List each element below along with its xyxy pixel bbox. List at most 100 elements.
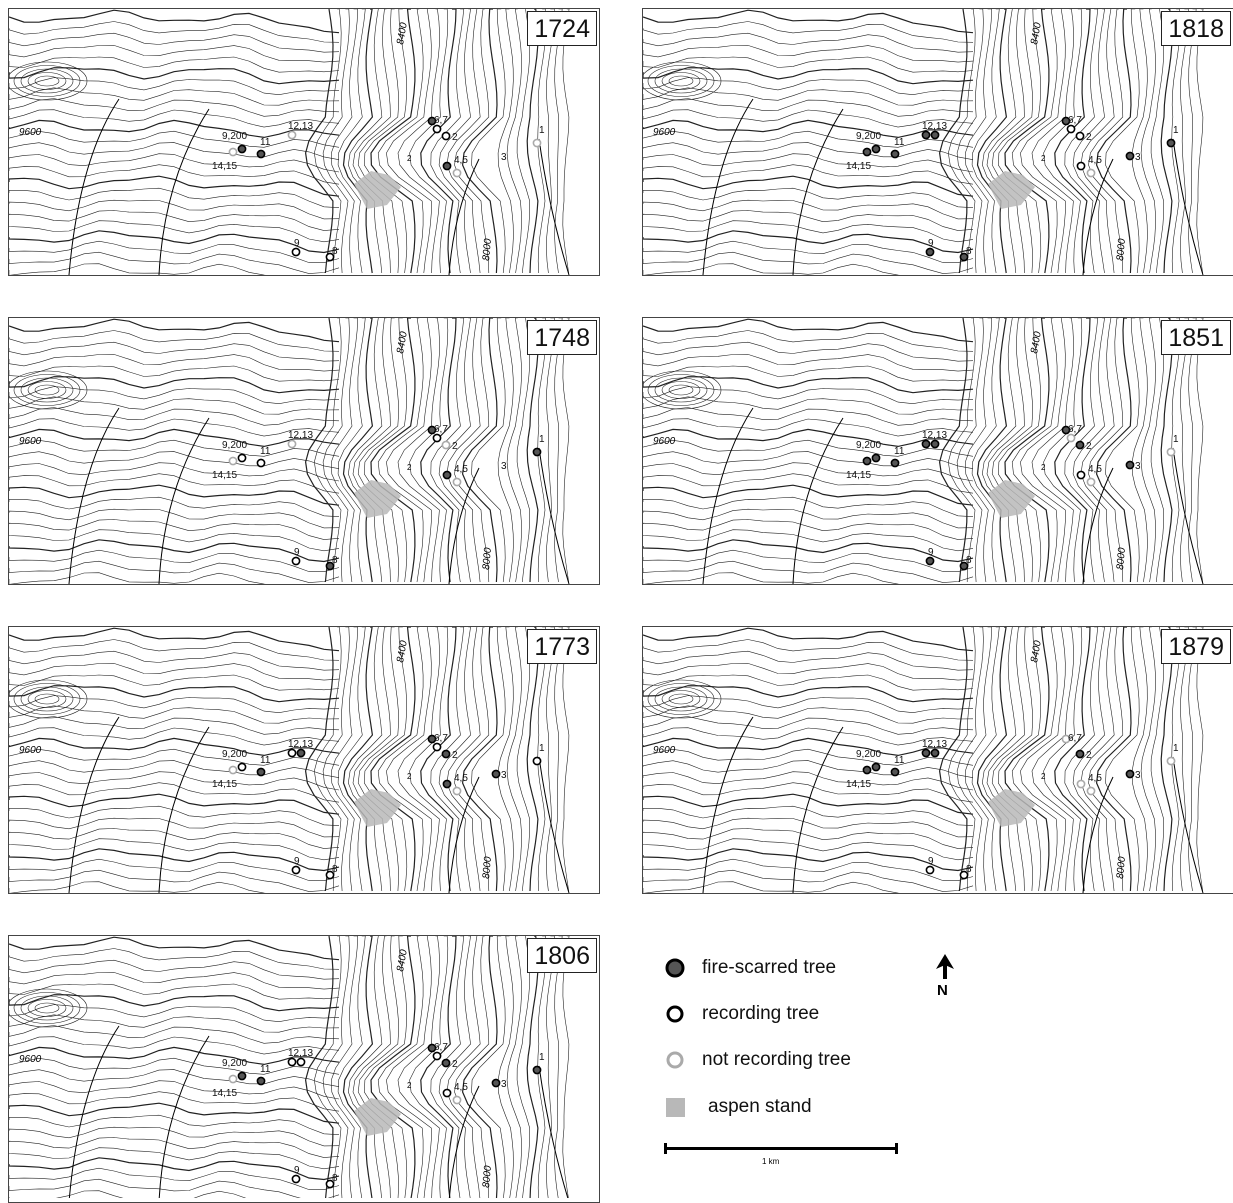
tree-label: 12,13 bbox=[288, 121, 313, 132]
tree-markers bbox=[862, 425, 1176, 571]
contour-lines bbox=[9, 627, 570, 893]
scale-bar: 1 km bbox=[662, 1142, 902, 1172]
panel-year: 1806 bbox=[527, 938, 597, 973]
tree-label: 11 bbox=[260, 446, 271, 457]
recording-tree-marker bbox=[959, 870, 969, 880]
recording-tree-marker bbox=[532, 756, 542, 766]
contour-label: 8400 bbox=[395, 948, 410, 972]
fire-scarred-tree-marker bbox=[442, 779, 452, 789]
tree-label: 1 bbox=[539, 1052, 545, 1063]
recording-tree-marker bbox=[432, 124, 442, 134]
fire-scarred-tree-marker bbox=[871, 762, 881, 772]
fire-scarred-tree-marker bbox=[441, 1058, 451, 1068]
fire-scarred-tree-marker bbox=[325, 561, 335, 571]
contour-label: 8400 bbox=[1029, 639, 1044, 663]
tree-labels: 9,200 14,15 11 12,13 6,7 2 4,5 3 1 9 8 bbox=[846, 115, 1179, 257]
tree-label: 12,13 bbox=[288, 1048, 313, 1059]
fire-scarred-tree-marker bbox=[256, 1076, 266, 1086]
fire-scarred-tree-marker bbox=[890, 149, 900, 159]
fire-scarred-tree-marker bbox=[1061, 425, 1071, 435]
aspen-stand-icon bbox=[666, 1098, 685, 1117]
not-recording-tree-marker bbox=[287, 130, 297, 140]
tree-label: 2 bbox=[452, 441, 458, 452]
fire-scarred-tree-marker bbox=[930, 130, 940, 140]
tree-label: 4,5 bbox=[454, 1082, 468, 1093]
not-recording-tree-marker bbox=[532, 138, 542, 148]
aspen-stand bbox=[988, 789, 1035, 827]
contour-label: 9600 bbox=[19, 436, 42, 447]
not-recording-tree-icon bbox=[666, 1051, 684, 1069]
north-arrow: N bbox=[930, 952, 960, 1002]
contour-lines bbox=[643, 318, 1204, 584]
tree-label: 12,13 bbox=[288, 430, 313, 441]
map-panel-1879: 9600 8400 8000 2 9,200 14,15 11 12,13 6,7 2 4,5 3 1 9… bbox=[642, 626, 1233, 894]
tree-label: 12,13 bbox=[288, 739, 313, 750]
fire-scarred-tree-marker bbox=[862, 765, 872, 775]
recording-tree-marker bbox=[291, 247, 301, 257]
tree-markers bbox=[228, 425, 542, 571]
fire-scarred-tree-marker bbox=[930, 748, 940, 758]
tree-label: 1 bbox=[539, 125, 545, 136]
tree-label: 12,13 bbox=[922, 430, 947, 441]
tree-label: 12,13 bbox=[922, 121, 947, 132]
fire-scarred-tree-marker bbox=[427, 425, 437, 435]
tree-labels: 9,200 14,15 11 12,13 6,7 2 4,5 3 1 9 8 bbox=[212, 115, 545, 257]
panel-year: 1724 bbox=[527, 11, 597, 46]
recording-tree-marker bbox=[432, 742, 442, 752]
tree-label: 3 bbox=[501, 1079, 507, 1090]
tree-label: 4,5 bbox=[1088, 773, 1102, 784]
not-recording-tree-marker bbox=[452, 477, 462, 487]
tree-label: 1 bbox=[1173, 434, 1179, 445]
tree-label: 3 bbox=[501, 770, 507, 781]
not-recording-tree-marker bbox=[228, 147, 238, 157]
tree-label: 14,15 bbox=[212, 161, 237, 172]
tree-label: 1 bbox=[1173, 743, 1179, 754]
legend-fire-label: fire-scarred tree bbox=[702, 957, 837, 978]
not-recording-tree-marker bbox=[228, 456, 238, 466]
tree-label: 11 bbox=[260, 1064, 271, 1075]
tree-labels: 9,200 14,15 11 12,13 6,7 2 4,5 3 1 9 8 bbox=[846, 424, 1179, 566]
tree-label: 9,200 bbox=[856, 131, 881, 142]
panel-year: 1879 bbox=[1161, 629, 1231, 664]
tree-label: 6,7 bbox=[1068, 424, 1082, 435]
recording-tree-marker bbox=[325, 252, 335, 262]
tree-markers bbox=[228, 734, 542, 880]
tree-label: 9 bbox=[928, 856, 934, 867]
map-panel-1773: 9600 8400 8000 2 9,200 14,15 11 12,13 6,7 2 4,5 3 1 9… bbox=[8, 626, 600, 894]
recording-tree-marker bbox=[925, 865, 935, 875]
contour-label: 2 bbox=[407, 463, 412, 472]
fire-scarred-tree-marker bbox=[1075, 440, 1085, 450]
panel-year: 1818 bbox=[1161, 11, 1231, 46]
not-recording-tree-marker bbox=[441, 440, 451, 450]
tree-label: 9 bbox=[294, 1165, 300, 1176]
contour-label: 2 bbox=[407, 772, 412, 781]
tree-label: 9,200 bbox=[222, 1058, 247, 1069]
recording-tree-marker bbox=[296, 1057, 306, 1067]
recording-tree-marker bbox=[287, 1057, 297, 1067]
not-recording-tree-marker bbox=[228, 1074, 238, 1084]
tree-label: 14,15 bbox=[846, 779, 871, 790]
tree-label: 9 bbox=[928, 547, 934, 558]
aspen-stand bbox=[354, 480, 401, 518]
tree-label: 9 bbox=[294, 238, 300, 249]
map-panel-1851: 9600 8400 8000 2 9,200 14,15 11 12,13 6,7 2 4,5 3 1 9… bbox=[642, 317, 1233, 585]
fire-scarred-tree-marker bbox=[925, 556, 935, 566]
legend-aspen-label: aspen stand bbox=[708, 1096, 812, 1117]
tree-label: 3 bbox=[1135, 152, 1141, 163]
north-label: N bbox=[937, 982, 948, 999]
tree-label: 4,5 bbox=[454, 773, 468, 784]
recording-tree-marker bbox=[441, 131, 451, 141]
tree-label: 9 bbox=[294, 547, 300, 558]
fire-scarred-tree-marker bbox=[921, 748, 931, 758]
fire-scarred-tree-marker bbox=[959, 252, 969, 262]
tree-label: 12,13 bbox=[922, 739, 947, 750]
fire-scarred-tree-marker bbox=[427, 116, 437, 126]
tree-label: 9,200 bbox=[222, 131, 247, 142]
recording-tree-marker bbox=[432, 1051, 442, 1061]
tree-label: 6,7 bbox=[434, 1042, 448, 1053]
tree-label: 4,5 bbox=[454, 464, 468, 475]
tree-label: 9,200 bbox=[856, 440, 881, 451]
not-recording-tree-marker bbox=[1066, 433, 1076, 443]
